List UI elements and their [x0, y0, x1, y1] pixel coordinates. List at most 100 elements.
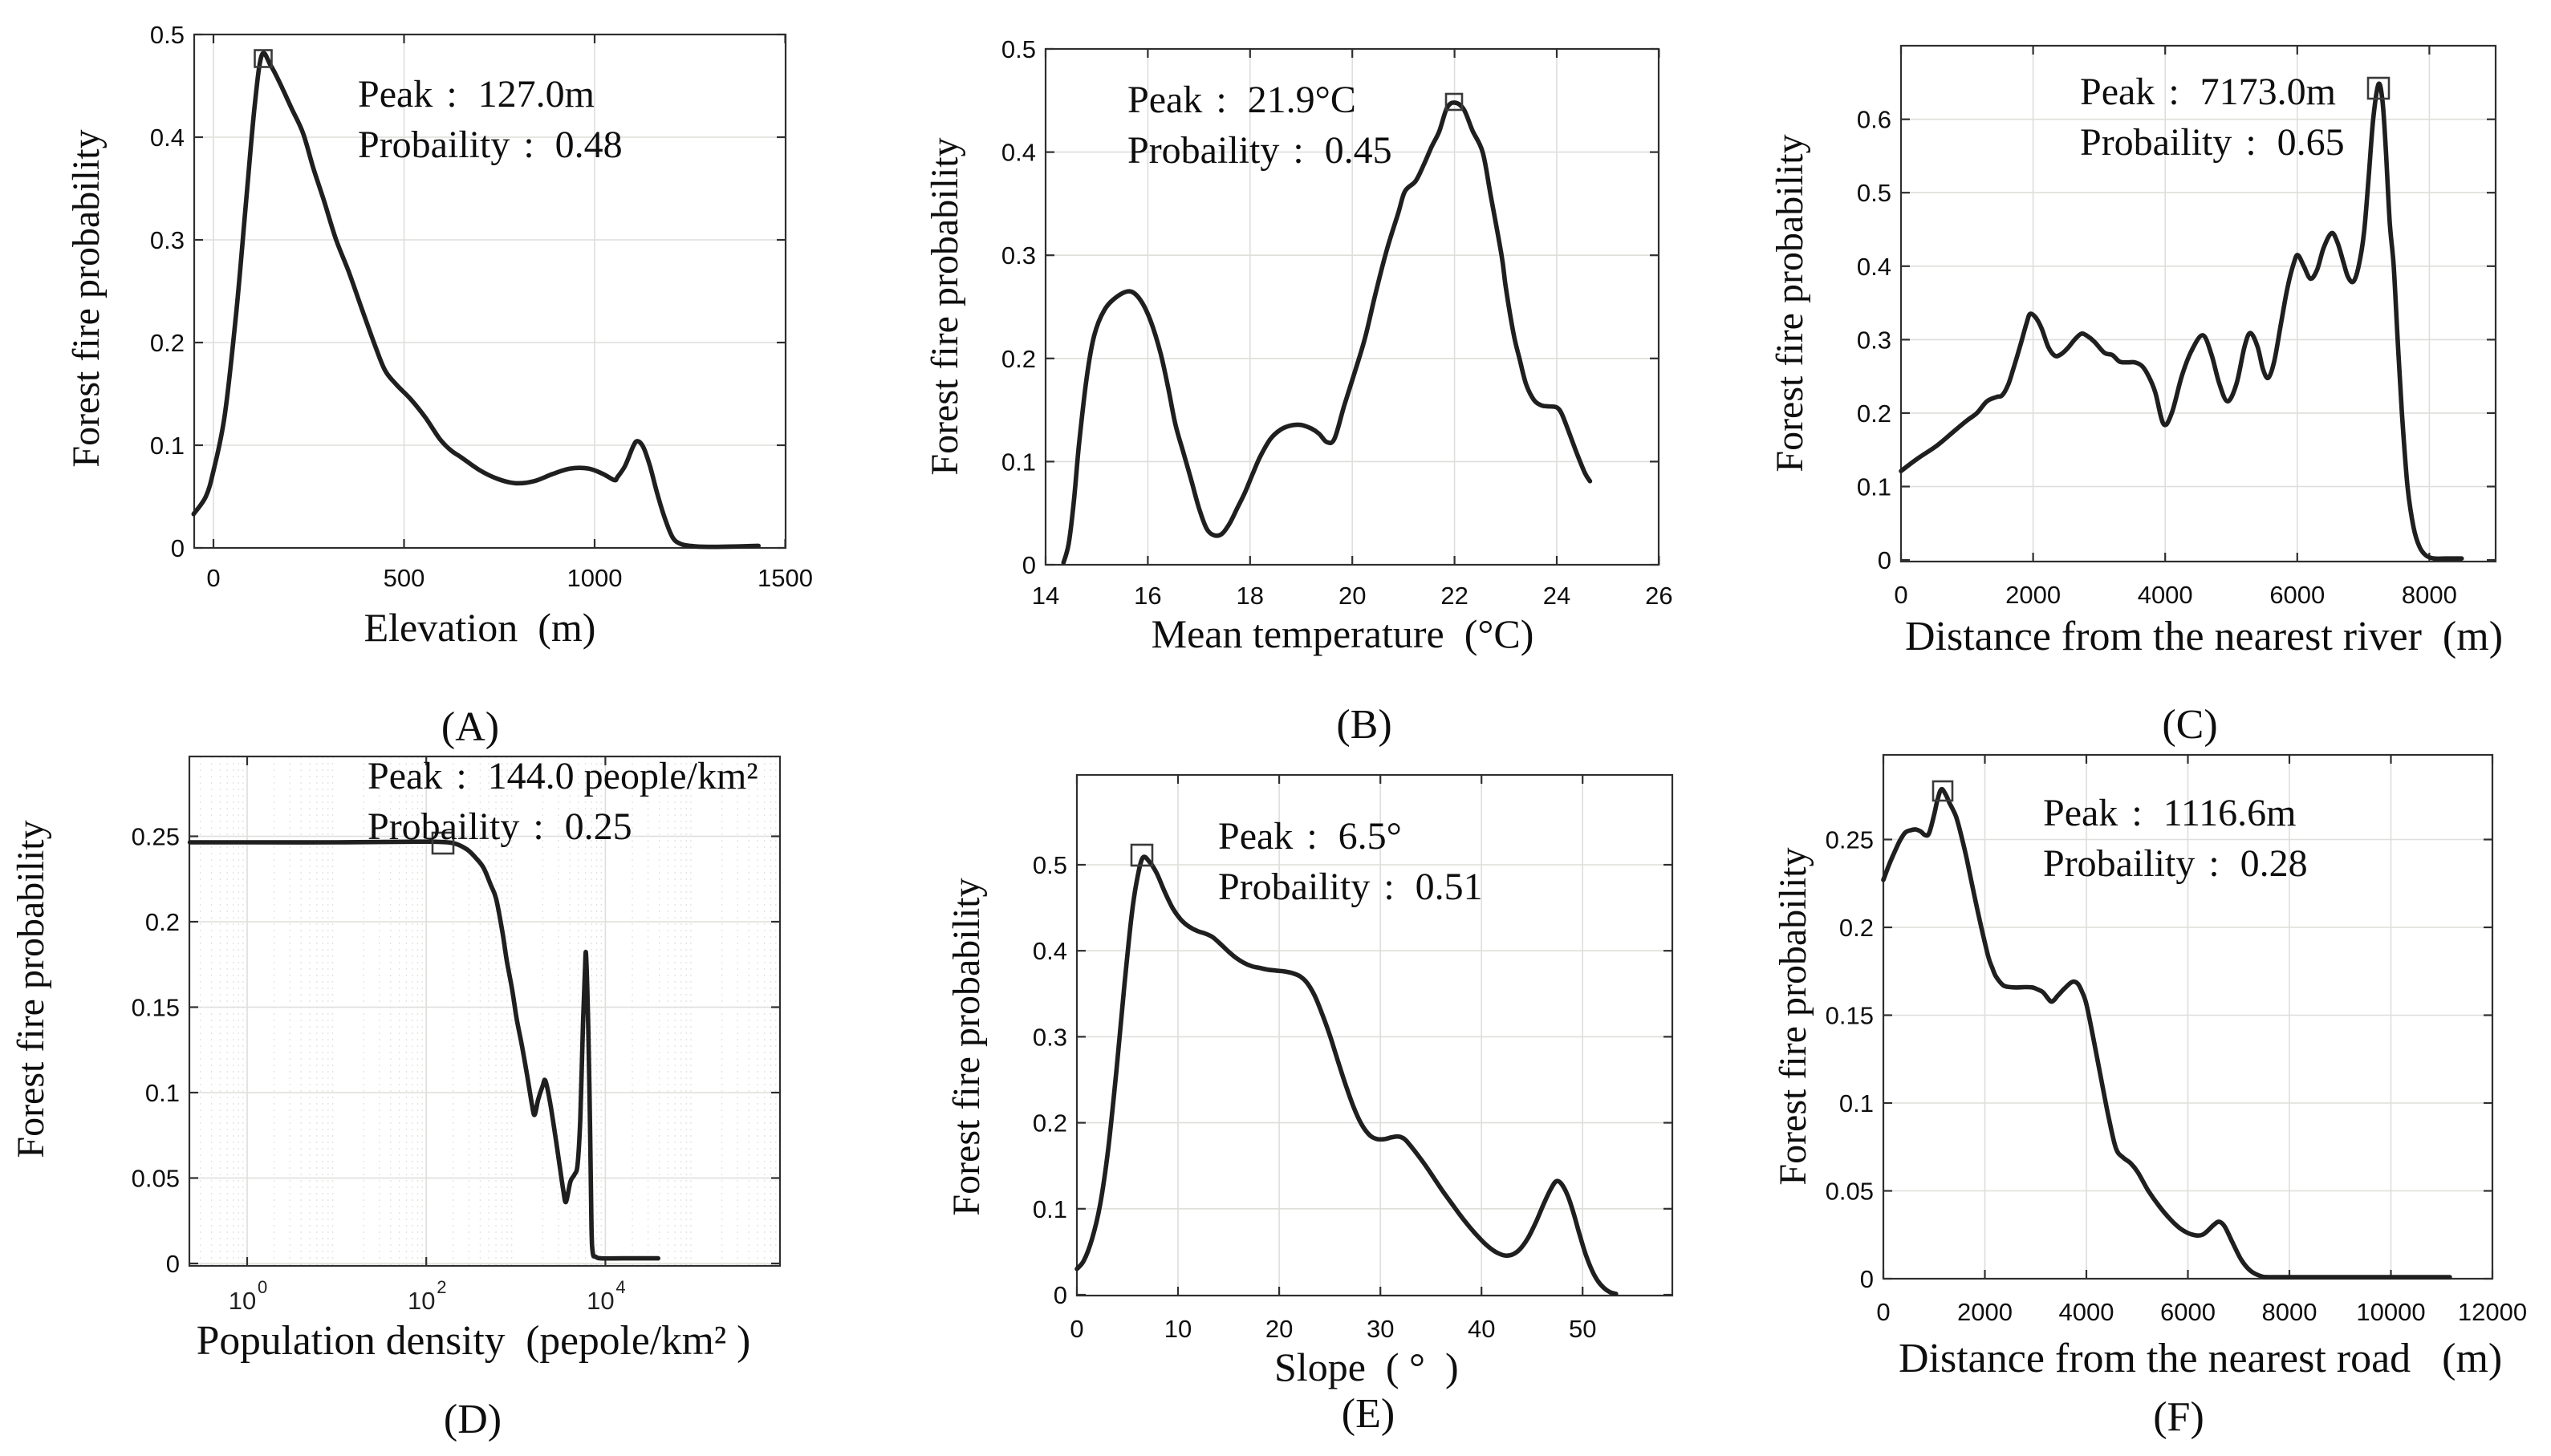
svg-text:0: 0 [166, 1250, 180, 1278]
svg-text:Forest fire probability: Forest fire probability [1772, 847, 1814, 1185]
svg-text:50: 50 [1569, 1315, 1596, 1343]
svg-text:Peak:7173.0m: Peak:7173.0m [2080, 71, 2336, 113]
svg-text:Probaility:0.48: Probaility:0.48 [358, 124, 623, 166]
svg-text:6000: 6000 [2269, 581, 2325, 609]
svg-text:20: 20 [1265, 1315, 1293, 1343]
svg-text:0.2: 0.2 [1033, 1109, 1067, 1138]
svg-text:4000: 4000 [2138, 581, 2193, 609]
svg-text:24: 24 [1543, 582, 1570, 610]
svg-text:40: 40 [1468, 1315, 1495, 1343]
svg-text:Probaility:0.51: Probaility:0.51 [1218, 866, 1483, 908]
svg-text:0.3: 0.3 [1033, 1023, 1067, 1051]
svg-text:20: 20 [1338, 582, 1366, 610]
svg-text:0: 0 [206, 564, 220, 592]
svg-text:Probaility:0.28: Probaility:0.28 [2043, 842, 2308, 885]
svg-text:Mean temperature (°C): Mean temperature (°C) [1152, 611, 1534, 656]
svg-text:1000: 1000 [567, 564, 623, 592]
svg-text:0.4: 0.4 [1857, 253, 1891, 281]
svg-text:Peak:1116.6m: Peak:1116.6m [2043, 792, 2296, 834]
svg-text:0.1: 0.1 [1001, 448, 1036, 476]
svg-text:0.3: 0.3 [1857, 326, 1891, 354]
svg-text:2: 2 [437, 1277, 446, 1297]
svg-text:0: 0 [1876, 1298, 1890, 1326]
svg-text:0: 0 [171, 534, 185, 562]
svg-text:10: 10 [1164, 1315, 1192, 1343]
svg-text:1500: 1500 [758, 564, 813, 592]
svg-text:0: 0 [1860, 1265, 1874, 1293]
svg-text:18: 18 [1237, 582, 1264, 610]
svg-text:0.2: 0.2 [1001, 345, 1036, 373]
svg-text:6000: 6000 [2160, 1298, 2216, 1326]
svg-text:0: 0 [1878, 546, 1891, 574]
svg-text:0.1: 0.1 [1857, 473, 1891, 501]
svg-text:0.05: 0.05 [1826, 1178, 1874, 1206]
svg-text:0.05: 0.05 [132, 1165, 180, 1193]
svg-text:4: 4 [615, 1277, 625, 1297]
svg-text:26: 26 [1645, 582, 1672, 610]
svg-text:0.3: 0.3 [150, 226, 185, 254]
svg-text:0.5: 0.5 [1857, 179, 1891, 207]
svg-text:0.3: 0.3 [1001, 241, 1036, 270]
svg-text:0.15: 0.15 [132, 994, 180, 1022]
svg-text:30: 30 [1367, 1315, 1394, 1343]
svg-text:Forest fire probability: Forest fire probability [1769, 134, 1811, 472]
svg-text:0.1: 0.1 [150, 432, 185, 460]
svg-text:0.5: 0.5 [1001, 35, 1036, 63]
svg-text:0: 0 [1054, 1281, 1067, 1309]
svg-text:0.2: 0.2 [150, 329, 185, 357]
svg-text:Forest fire probability: Forest fire probability [65, 129, 108, 467]
svg-text:0.25: 0.25 [1826, 826, 1874, 854]
svg-text:8000: 8000 [2402, 581, 2457, 609]
svg-text:Elevation (m): Elevation (m) [364, 605, 596, 650]
svg-text:Probaility:0.25: Probaility:0.25 [368, 805, 632, 848]
svg-text:12000: 12000 [2458, 1298, 2527, 1326]
svg-text:Probaility:0.45: Probaility:0.45 [1127, 129, 1392, 172]
svg-text:Forest fire probability: Forest fire probability [945, 878, 988, 1215]
svg-text:0.4: 0.4 [150, 124, 185, 152]
svg-text:0.15: 0.15 [1826, 1002, 1874, 1030]
svg-text:16: 16 [1134, 582, 1161, 610]
svg-text:Probaility:0.65: Probaility:0.65 [2080, 121, 2345, 164]
svg-text:0: 0 [1070, 1315, 1083, 1343]
svg-text:0: 0 [258, 1277, 267, 1297]
svg-text:Forest fire probability: Forest fire probability [924, 137, 966, 475]
svg-text:(C): (C) [2162, 702, 2217, 748]
svg-text:Peak:144.0 people/km²: Peak:144.0 people/km² [368, 755, 758, 797]
svg-text:Distance from the nearest rive: Distance from the nearest river (m) [1905, 614, 2503, 659]
svg-text:10: 10 [229, 1287, 256, 1315]
svg-text:(D): (D) [444, 1397, 502, 1442]
svg-text:(E): (E) [1342, 1391, 1395, 1437]
svg-text:0.5: 0.5 [1033, 851, 1067, 879]
svg-text:Slope ( ° ): Slope ( ° ) [1274, 1344, 1459, 1389]
svg-text:Peak:127.0m: Peak:127.0m [358, 73, 595, 116]
svg-text:2000: 2000 [1957, 1298, 2013, 1326]
svg-text:Peak:6.5°: Peak:6.5° [1218, 815, 1402, 858]
svg-text:0.1: 0.1 [145, 1079, 180, 1107]
svg-text:4000: 4000 [2059, 1298, 2114, 1326]
svg-text:10: 10 [408, 1287, 435, 1315]
svg-text:0.4: 0.4 [1001, 139, 1036, 167]
svg-text:0.6: 0.6 [1857, 106, 1891, 134]
svg-text:8000: 8000 [2262, 1298, 2317, 1326]
svg-text:22: 22 [1440, 582, 1468, 610]
svg-text:0: 0 [1894, 581, 1907, 609]
svg-text:2000: 2000 [2005, 581, 2061, 609]
svg-text:0.5: 0.5 [150, 21, 185, 49]
svg-text:Forest fire probability: Forest fire probability [10, 820, 52, 1158]
svg-text:0.1: 0.1 [1839, 1089, 1874, 1117]
svg-text:Distance from the nearest road: Distance from the nearest road (m) [1899, 1336, 2502, 1381]
svg-text:10000: 10000 [2356, 1298, 2425, 1326]
svg-text:0.25: 0.25 [132, 823, 180, 851]
svg-text:0.2: 0.2 [1857, 399, 1891, 428]
svg-text:500: 500 [384, 564, 425, 592]
svg-text:(B): (B) [1336, 702, 1391, 748]
svg-text:0: 0 [1022, 551, 1036, 579]
svg-text:(F): (F) [2153, 1394, 2204, 1440]
svg-text:0.2: 0.2 [1839, 914, 1874, 942]
svg-text:0.1: 0.1 [1033, 1195, 1067, 1223]
svg-text:14: 14 [1032, 582, 1059, 610]
svg-text:0.4: 0.4 [1033, 937, 1067, 965]
svg-text:0.2: 0.2 [145, 908, 180, 936]
svg-text:10: 10 [587, 1287, 614, 1315]
svg-text:Population density (pepole/km: Population density (pepole/km² ) [197, 1318, 751, 1364]
